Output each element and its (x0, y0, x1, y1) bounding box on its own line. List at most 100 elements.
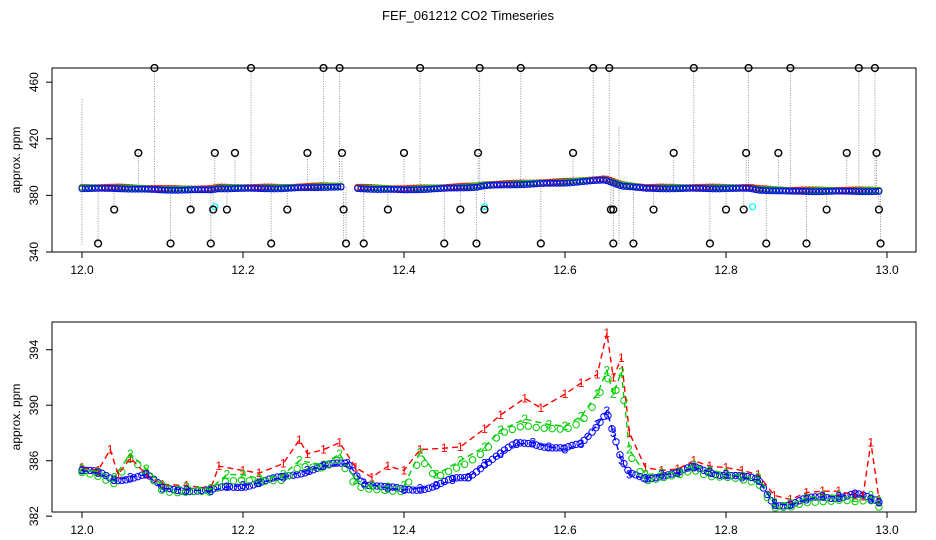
spike-point (649, 205, 658, 214)
spike-point (802, 239, 811, 248)
series-2-label: 2 (207, 481, 214, 495)
series-3-label: 3 (674, 466, 681, 480)
blue-point (755, 186, 763, 194)
series-1-label: 1 (521, 391, 528, 405)
blue-point (247, 184, 255, 192)
blue-point (855, 188, 863, 196)
blue-point (148, 185, 156, 193)
spike-point (689, 63, 698, 73)
spike-point (874, 205, 884, 214)
blue-point (573, 178, 581, 186)
blue-point (377, 185, 385, 193)
green-marker (86, 470, 94, 478)
series-3-label: 3 (787, 498, 794, 512)
blue-marker (106, 474, 114, 482)
blue-point (300, 184, 308, 192)
green-marker (349, 478, 357, 486)
series-2-label: 2 (618, 365, 625, 379)
series-3-label: 3 (819, 490, 826, 504)
green-marker (460, 460, 469, 469)
series-3-label: 3 (320, 459, 327, 473)
blue-point (822, 187, 830, 195)
blue-point (403, 186, 411, 194)
panel2-x-tick-label: 12.4 (392, 523, 416, 537)
blue-point (858, 188, 866, 196)
series-2-label: 2 (457, 454, 464, 468)
spike-point (721, 205, 731, 214)
series-1-label: 1 (280, 456, 287, 470)
spike-point (629, 239, 638, 248)
spike-point (589, 63, 598, 73)
blue-point (809, 188, 817, 196)
blue-point (579, 178, 587, 186)
panel1-x-axis: 12.0 12.2 12.4 12.6 12.8 13.0 (70, 252, 899, 277)
green-marker (524, 422, 532, 430)
blue-marker (604, 411, 612, 420)
green-marker (819, 497, 827, 506)
blue-point (413, 186, 421, 194)
blue-point (659, 185, 667, 193)
series-1-label: 1 (336, 436, 343, 450)
series-2-label: 2 (674, 465, 681, 479)
series-3-label: 3 (578, 437, 585, 451)
series-2-label: 2 (521, 412, 528, 426)
blue-point (407, 186, 415, 194)
blue-point (769, 187, 777, 195)
blue-point (483, 182, 491, 190)
blue-point (138, 185, 146, 193)
spike-point (842, 148, 851, 158)
spike-point (230, 148, 240, 158)
series-2-label: 2 (256, 472, 263, 486)
blue-point (553, 179, 561, 187)
series-3-label: 3 (642, 472, 649, 486)
series-1-label: 1 (95, 463, 102, 477)
spike-point (739, 205, 748, 214)
blue-marker (556, 444, 564, 452)
spike-point (870, 63, 880, 73)
series-2-label: 2 (417, 445, 424, 459)
blue-point (759, 186, 767, 194)
blue-marker (775, 502, 784, 510)
series-2-label: 2 (868, 488, 875, 502)
series-1-label: 1 (755, 468, 762, 482)
green-marker (859, 497, 867, 505)
series-1-label: 1 (868, 436, 875, 450)
panel1-x-tick-label: 12.6 (553, 263, 577, 277)
blue-point (370, 185, 378, 193)
blue-marker (397, 484, 405, 493)
green-marker (341, 464, 349, 473)
green-marker (580, 414, 588, 423)
blue-point (799, 187, 807, 195)
spike-point (774, 148, 783, 158)
spike-point (416, 63, 425, 73)
blue-point (513, 181, 521, 189)
green-marker (500, 428, 509, 436)
series-3-label: 3 (481, 456, 488, 470)
series-3-label: 3 (449, 473, 456, 487)
blue-point (188, 186, 196, 194)
series-2-label: 2 (401, 479, 408, 493)
series-1-label: 1 (497, 408, 504, 422)
green-marker (277, 476, 285, 485)
blue-point (237, 184, 245, 192)
blue-point (453, 184, 461, 192)
series-1-label: 1 (401, 463, 408, 477)
blue-marker (608, 425, 616, 433)
blue-point (217, 185, 225, 193)
green-marker (285, 471, 293, 480)
series-2-label: 2 (819, 488, 826, 502)
green-marker (436, 471, 445, 480)
blue-point (739, 184, 747, 192)
series-1-label: 1 (723, 461, 730, 475)
series-3-label: 3 (256, 476, 263, 490)
blue-point (682, 184, 690, 192)
spike-point (337, 148, 347, 158)
series-2-label: 2 (143, 462, 150, 476)
green-marker (771, 504, 780, 512)
series-2-label: 2 (224, 468, 231, 482)
green-marker (644, 476, 652, 485)
blue-point (390, 185, 398, 193)
blue-point (699, 185, 707, 193)
green-marker (452, 464, 461, 472)
